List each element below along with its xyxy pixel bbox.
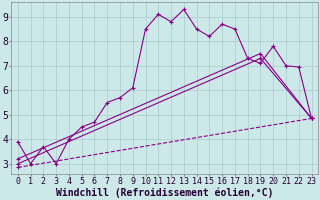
- X-axis label: Windchill (Refroidissement éolien,°C): Windchill (Refroidissement éolien,°C): [56, 187, 273, 198]
